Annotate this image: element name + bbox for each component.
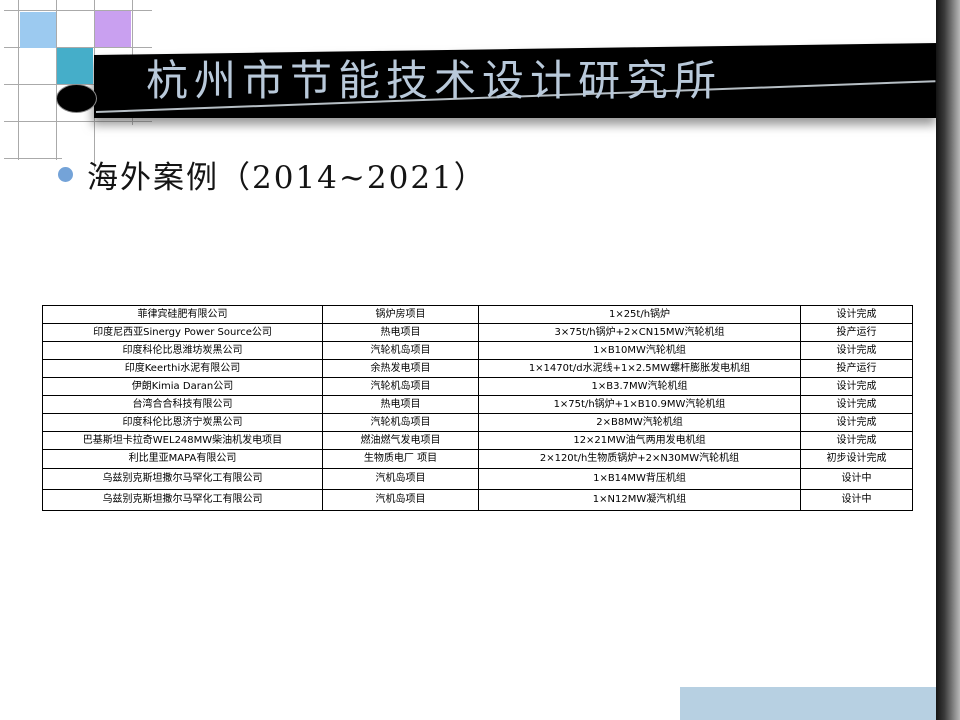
project-cell: 汽机岛项目 xyxy=(322,489,479,511)
bullet-text: 海外案例（2014~2021） xyxy=(87,160,487,196)
footer-accent-bar xyxy=(680,687,936,720)
status-cell: 投产运行 xyxy=(800,359,913,378)
company-cell: 巴基斯坦卡拉奇WEL248MW柴油机发电项目 xyxy=(42,431,323,450)
equipment-cell: 1×25t/h锅炉 xyxy=(478,305,801,324)
grid-line-horizontal xyxy=(4,47,152,48)
grid-line-vertical xyxy=(56,0,57,160)
table-row: 印度科伦比恩济宁炭黑公司 汽轮机岛项目 2×B8MW汽轮机组 设计完成 xyxy=(42,413,913,432)
project-cell: 燃油燃气发电项目 xyxy=(322,431,479,450)
project-cell: 生物质电厂 项目 xyxy=(322,449,479,469)
project-cell: 锅炉房项目 xyxy=(322,305,479,324)
grid-line-horizontal xyxy=(4,10,152,11)
status-cell: 设计完成 xyxy=(800,305,913,324)
table-row: 巴基斯坦卡拉奇WEL248MW柴油机发电项目 燃油燃气发电项目 12×21MW油气两… xyxy=(42,431,913,450)
status-cell: 设计完成 xyxy=(800,341,913,360)
decor-square-blue xyxy=(20,12,56,48)
company-cell: 利比里亚MAPA有限公司 xyxy=(42,449,323,469)
company-cell: 印度尼西亚Sinergy Power Source公司 xyxy=(42,323,323,342)
project-cell: 余热发电项目 xyxy=(322,359,479,378)
equipment-cell: 12×21MW油气两用发电机组 xyxy=(478,431,801,450)
right-shadow-strip xyxy=(936,0,960,720)
project-cell: 热电项目 xyxy=(322,323,479,342)
status-cell: 设计完成 xyxy=(800,395,913,414)
status-cell: 设计中 xyxy=(800,489,913,511)
project-cell: 汽轮机岛项目 xyxy=(322,377,479,396)
decor-ellipse-black xyxy=(56,84,97,113)
equipment-cell: 3×75t/h锅炉+2×CN15MW汽轮机组 xyxy=(478,323,801,342)
grid-line-vertical xyxy=(18,0,19,160)
project-cell: 汽轮机岛项目 xyxy=(322,413,479,432)
company-cell: 印度科伦比恩济宁炭黑公司 xyxy=(42,413,323,432)
company-cell: 菲律宾硅肥有限公司 xyxy=(42,305,323,324)
table-row: 乌兹别克斯坦撒尔马罕化工有限公司 汽机岛项目 1×B14MW背压机组 设计中 xyxy=(42,468,913,490)
project-cell: 汽轮机岛项目 xyxy=(322,341,479,360)
company-cell: 乌兹别克斯坦撒尔马罕化工有限公司 xyxy=(42,489,323,511)
company-cell: 印度科伦比恩潍坊炭黑公司 xyxy=(42,341,323,360)
overseas-cases-table: 菲律宾硅肥有限公司 锅炉房项目 1×25t/h锅炉 设计完成 印度尼西亚Sinergy … xyxy=(42,305,913,511)
grid-line-horizontal xyxy=(4,121,152,122)
table-row: 印度科伦比恩潍坊炭黑公司 汽轮机岛项目 1×B10MW汽轮机组 设计完成 xyxy=(42,341,913,360)
status-cell: 投产运行 xyxy=(800,323,913,342)
table-row: 印度尼西亚Sinergy Power Source公司 热电项目 3×75t/h锅炉… xyxy=(42,323,913,342)
company-cell: 乌兹别克斯坦撒尔马罕化工有限公司 xyxy=(42,468,323,490)
status-cell: 设计完成 xyxy=(800,413,913,432)
company-cell: 印度Keerthi水泥有限公司 xyxy=(42,359,323,378)
decor-square-purple xyxy=(95,11,131,47)
bullet-row: 海外案例（2014~2021） xyxy=(58,152,487,197)
company-cell: 台湾合合科技有限公司 xyxy=(42,395,323,414)
equipment-cell: 1×N12MW凝汽机组 xyxy=(478,489,801,511)
table-row: 台湾合合科技有限公司 热电项目 1×75t/h锅炉+1×B10.9MW汽轮机组 设计完… xyxy=(42,395,913,414)
table-row: 菲律宾硅肥有限公司 锅炉房项目 1×25t/h锅炉 设计完成 xyxy=(42,305,913,324)
table-row: 利比里亚MAPA有限公司 生物质电厂 项目 2×120t/h生物质锅炉+2×N30M… xyxy=(42,449,913,469)
bullet-icon xyxy=(58,167,73,182)
equipment-cell: 2×B8MW汽轮机组 xyxy=(478,413,801,432)
equipment-cell: 1×1470t/d水泥线+1×2.5MW螺杆膨胀发电机组 xyxy=(478,359,801,378)
equipment-cell: 1×B10MW汽轮机组 xyxy=(478,341,801,360)
table-row: 伊朗Kimia Daran公司 汽轮机岛项目 1×B3.7MW汽轮机组 设计完成 xyxy=(42,377,913,396)
slide-title: 杭州市节能技术设计研究所 xyxy=(146,56,723,105)
status-cell: 设计中 xyxy=(800,468,913,490)
table-row: 印度Keerthi水泥有限公司 余热发电项目 1×1470t/d水泥线+1×2.5M… xyxy=(42,359,913,378)
equipment-cell: 1×B14MW背压机组 xyxy=(478,468,801,490)
equipment-cell: 1×75t/h锅炉+1×B10.9MW汽轮机组 xyxy=(478,395,801,414)
project-cell: 热电项目 xyxy=(322,395,479,414)
project-cell: 汽机岛项目 xyxy=(322,468,479,490)
grid-line-horizontal xyxy=(4,158,62,159)
table-row: 乌兹别克斯坦撒尔马罕化工有限公司 汽机岛项目 1×N12MW凝汽机组 设计中 xyxy=(42,489,913,511)
decor-square-teal xyxy=(57,48,93,84)
equipment-cell: 1×B3.7MW汽轮机组 xyxy=(478,377,801,396)
status-cell: 设计完成 xyxy=(800,431,913,450)
equipment-cell: 2×120t/h生物质锅炉+2×N30MW汽轮机组 xyxy=(478,449,801,469)
company-cell: 伊朗Kimia Daran公司 xyxy=(42,377,323,396)
status-cell: 设计完成 xyxy=(800,377,913,396)
status-cell: 初步设计完成 xyxy=(800,449,913,469)
